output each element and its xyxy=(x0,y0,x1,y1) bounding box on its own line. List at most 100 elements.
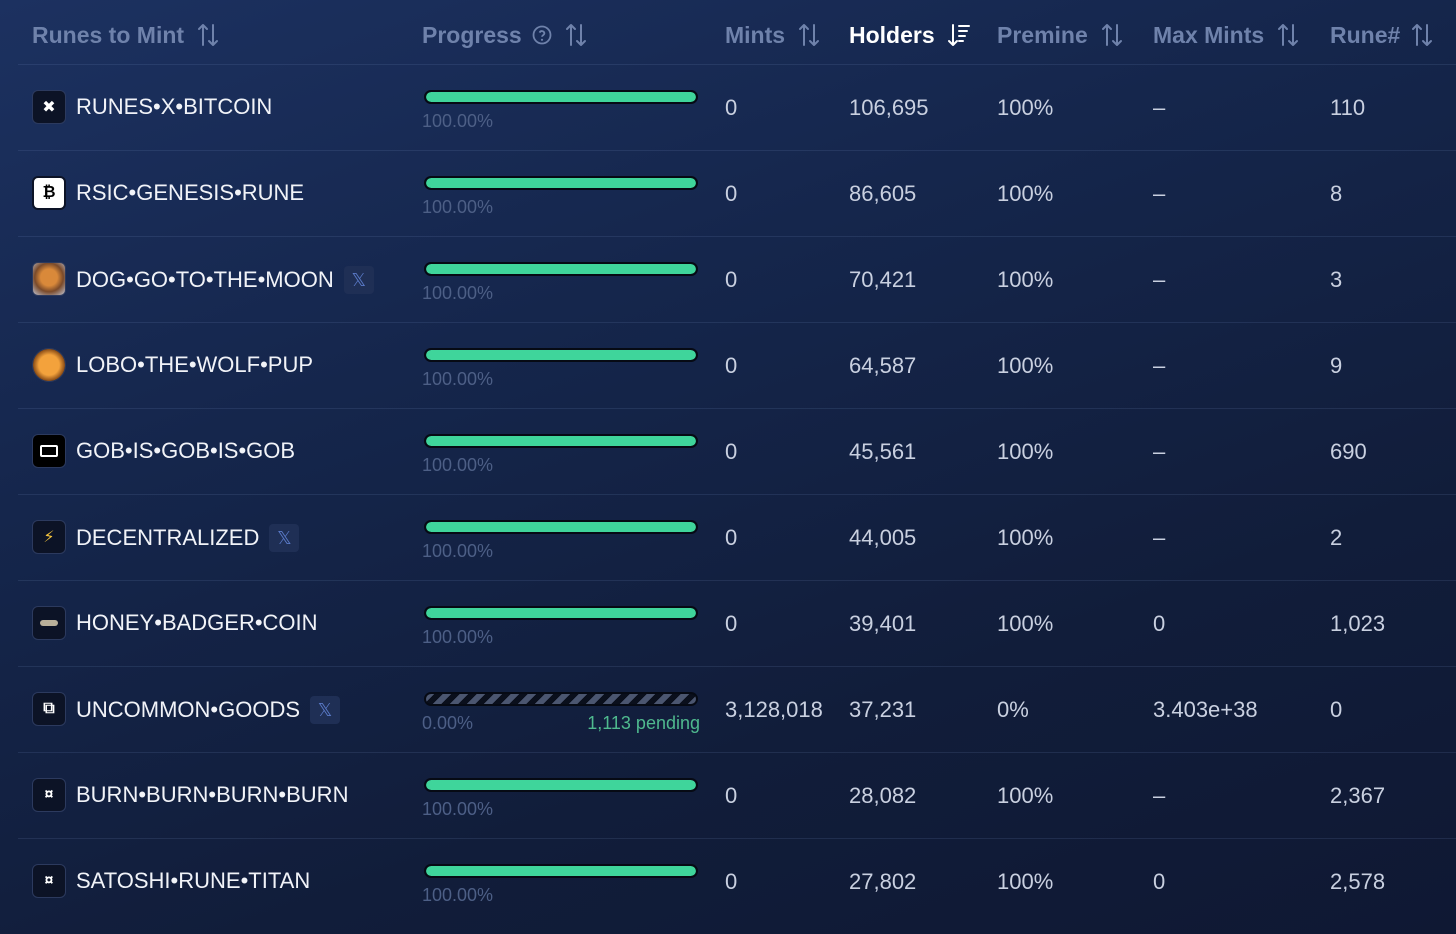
premine-value: 100% xyxy=(997,869,1054,894)
max-mints-value: – xyxy=(1153,439,1166,464)
mints-value: 0 xyxy=(725,439,738,464)
rune-name[interactable]: BURN•BURN•BURN•BURN xyxy=(76,782,348,808)
wolf-pup-icon xyxy=(32,348,66,382)
col-header-premine[interactable]: Premine xyxy=(997,20,1124,50)
progress-fill xyxy=(426,780,696,790)
progress-percent: 100.00% xyxy=(422,197,494,217)
holders-value: 28,082 xyxy=(849,783,917,808)
badger-icon xyxy=(32,606,66,640)
x-logo-icon[interactable]: 𝕏 xyxy=(310,696,341,724)
table-row[interactable]: ¤ BURN•BURN•BURN•BURN 100.00% 0 28,082 100% – 2… xyxy=(18,752,1456,839)
progress-bar xyxy=(424,520,698,534)
progress-bar xyxy=(424,434,698,448)
progress-fill xyxy=(426,436,696,446)
sort-arrows-icon[interactable] xyxy=(564,22,588,48)
icon-glyph: ₿ xyxy=(42,184,56,201)
table-row[interactable]: ₿ RSIC•GENESIS•RUNE 100.00% 0 86,605 100% – 8 xyxy=(18,150,1456,237)
col-header-runes[interactable]: Runes to Mint xyxy=(32,20,220,50)
progress-percent: 100.00% xyxy=(422,627,494,647)
mints-value: 0 xyxy=(725,267,738,292)
progress-fill xyxy=(426,866,696,876)
rune-name[interactable]: SATOSHI•RUNE•TITAN xyxy=(76,868,310,894)
col-header-progress-label: Progress xyxy=(422,21,522,48)
icon-glyph: ¤ xyxy=(44,786,54,803)
rune-name-label: RUNES•X•BITCOIN xyxy=(76,94,273,119)
rune-name[interactable]: RSIC•GENESIS•RUNE xyxy=(76,180,304,206)
premine-value: 0% xyxy=(997,697,1029,722)
lightning-icon: ⚡ xyxy=(32,520,66,554)
progress-percent: 0.00% xyxy=(422,713,474,733)
x-logo-icon[interactable]: 𝕏 xyxy=(343,266,374,294)
premine-value: 100% xyxy=(997,783,1054,808)
sort-arrows-icon[interactable] xyxy=(1276,22,1300,48)
rune-number-value: 110 xyxy=(1330,95,1366,120)
mints-value: 0 xyxy=(725,611,738,636)
sort-arrows-icon[interactable] xyxy=(797,22,821,48)
progress-bar xyxy=(424,348,698,362)
rune-symbol-icon: ¤ xyxy=(32,778,66,812)
progress-bar xyxy=(424,778,698,792)
table-row[interactable]: ¤ SATOSHI•RUNE•TITAN 100.00% 0 27,802 100% 0 2,… xyxy=(18,838,1456,925)
col-header-mints-label: Mints xyxy=(725,21,786,48)
rune-name[interactable]: DECENTRALIZED 𝕏 xyxy=(76,524,300,552)
col-header-mints[interactable]: Mints xyxy=(725,20,821,50)
rune-number-value: 8 xyxy=(1330,181,1343,206)
rune-name[interactable]: LOBO•THE•WOLF•PUP xyxy=(76,352,313,378)
progress-percent: 100.00% xyxy=(422,455,494,475)
table-row[interactable]: ✖ RUNES•X•BITCOIN 100.00% 0 106,695 100% – 110 xyxy=(18,64,1456,151)
holders-value: 44,005 xyxy=(849,525,917,550)
sort-arrows-icon[interactable] xyxy=(196,22,220,48)
rune-number-value: 9 xyxy=(1330,353,1343,378)
col-header-runes-label: Runes to Mint xyxy=(32,21,185,48)
table-row[interactable]: HONEY•BADGER•COIN 100.00% 0 39,401 100% 0 1,02… xyxy=(18,580,1456,667)
rune-name-label: UNCOMMON•GOODS xyxy=(76,697,301,722)
sort-arrows-icon[interactable] xyxy=(1410,22,1434,48)
holders-value: 64,587 xyxy=(849,353,917,378)
col-header-progress[interactable]: Progress xyxy=(422,20,588,50)
progress-fill xyxy=(426,522,696,532)
mints-value: 0 xyxy=(725,869,738,894)
rune-name[interactable]: RUNES•X•BITCOIN xyxy=(76,94,272,120)
col-header-max-mints[interactable]: Max Mints xyxy=(1153,20,1300,50)
mints-value: 0 xyxy=(725,783,738,808)
question-circle-icon[interactable] xyxy=(532,25,552,45)
col-header-holders[interactable]: Holders xyxy=(849,20,971,50)
pending-count: 1,113 pending xyxy=(587,713,700,733)
table-row[interactable]: DOG•GO•TO•THE•MOON 𝕏 100.00% 0 70,421 100% – 3 xyxy=(18,236,1456,323)
premine-value: 100% xyxy=(997,181,1054,206)
rune-name[interactable]: HONEY•BADGER•COIN xyxy=(76,610,318,636)
premine-value: 100% xyxy=(997,439,1054,464)
rune-number-value: 2,367 xyxy=(1330,783,1386,808)
rune-name[interactable]: GOB•IS•GOB•IS•GOB xyxy=(76,438,295,464)
table-row[interactable]: GOB•IS•GOB•IS•GOB 100.00% 0 45,561 100% – 690 xyxy=(18,408,1456,495)
holders-value: 45,561 xyxy=(849,439,917,464)
rune-name[interactable]: DOG•GO•TO•THE•MOON 𝕏 xyxy=(76,266,374,294)
progress-bar xyxy=(424,176,698,190)
holders-value: 86,605 xyxy=(849,181,917,206)
table-row[interactable]: ⚡ DECENTRALIZED 𝕏 100.00% 0 44,005 100% – 2 xyxy=(18,494,1456,581)
rune-name[interactable]: UNCOMMON•GOODS 𝕏 xyxy=(76,696,341,724)
icon-glyph: ¤ xyxy=(44,872,54,889)
bitcoin-icon: ₿ xyxy=(32,176,66,210)
sort-descending-icon[interactable] xyxy=(947,22,971,48)
col-header-rune-number[interactable]: Rune# xyxy=(1330,20,1434,50)
table-row[interactable]: LOBO•THE•WOLF•PUP 100.00% 0 64,587 100% – 9 xyxy=(18,322,1456,409)
x-mark-icon: ✖ xyxy=(32,90,66,124)
progress-percent: 100.00% xyxy=(422,111,494,131)
progress-fill xyxy=(426,608,696,618)
rune-name-label: RSIC•GENESIS•RUNE xyxy=(76,180,305,205)
rune-number-value: 690 xyxy=(1330,439,1367,464)
col-header-holders-label: Holders xyxy=(849,21,935,48)
table-header: Runes to Mint Progress Mints Holders Pre… xyxy=(0,0,1456,66)
sort-arrows-icon[interactable] xyxy=(1100,22,1124,48)
mints-value: 0 xyxy=(725,525,738,550)
table-row[interactable]: ⧉ UNCOMMON•GOODS 𝕏 0.00% 1,113 pending 3,128,… xyxy=(18,666,1456,753)
premine-value: 100% xyxy=(997,95,1054,120)
rune-number-value: 3 xyxy=(1330,267,1343,292)
premine-value: 100% xyxy=(997,353,1054,378)
x-logo-icon[interactable]: 𝕏 xyxy=(269,524,300,552)
rune-symbol-icon: ¤ xyxy=(32,864,66,898)
progress-fill xyxy=(426,350,696,360)
premine-value: 100% xyxy=(997,267,1054,292)
rune-name-label: DOG•GO•TO•THE•MOON xyxy=(76,267,334,292)
